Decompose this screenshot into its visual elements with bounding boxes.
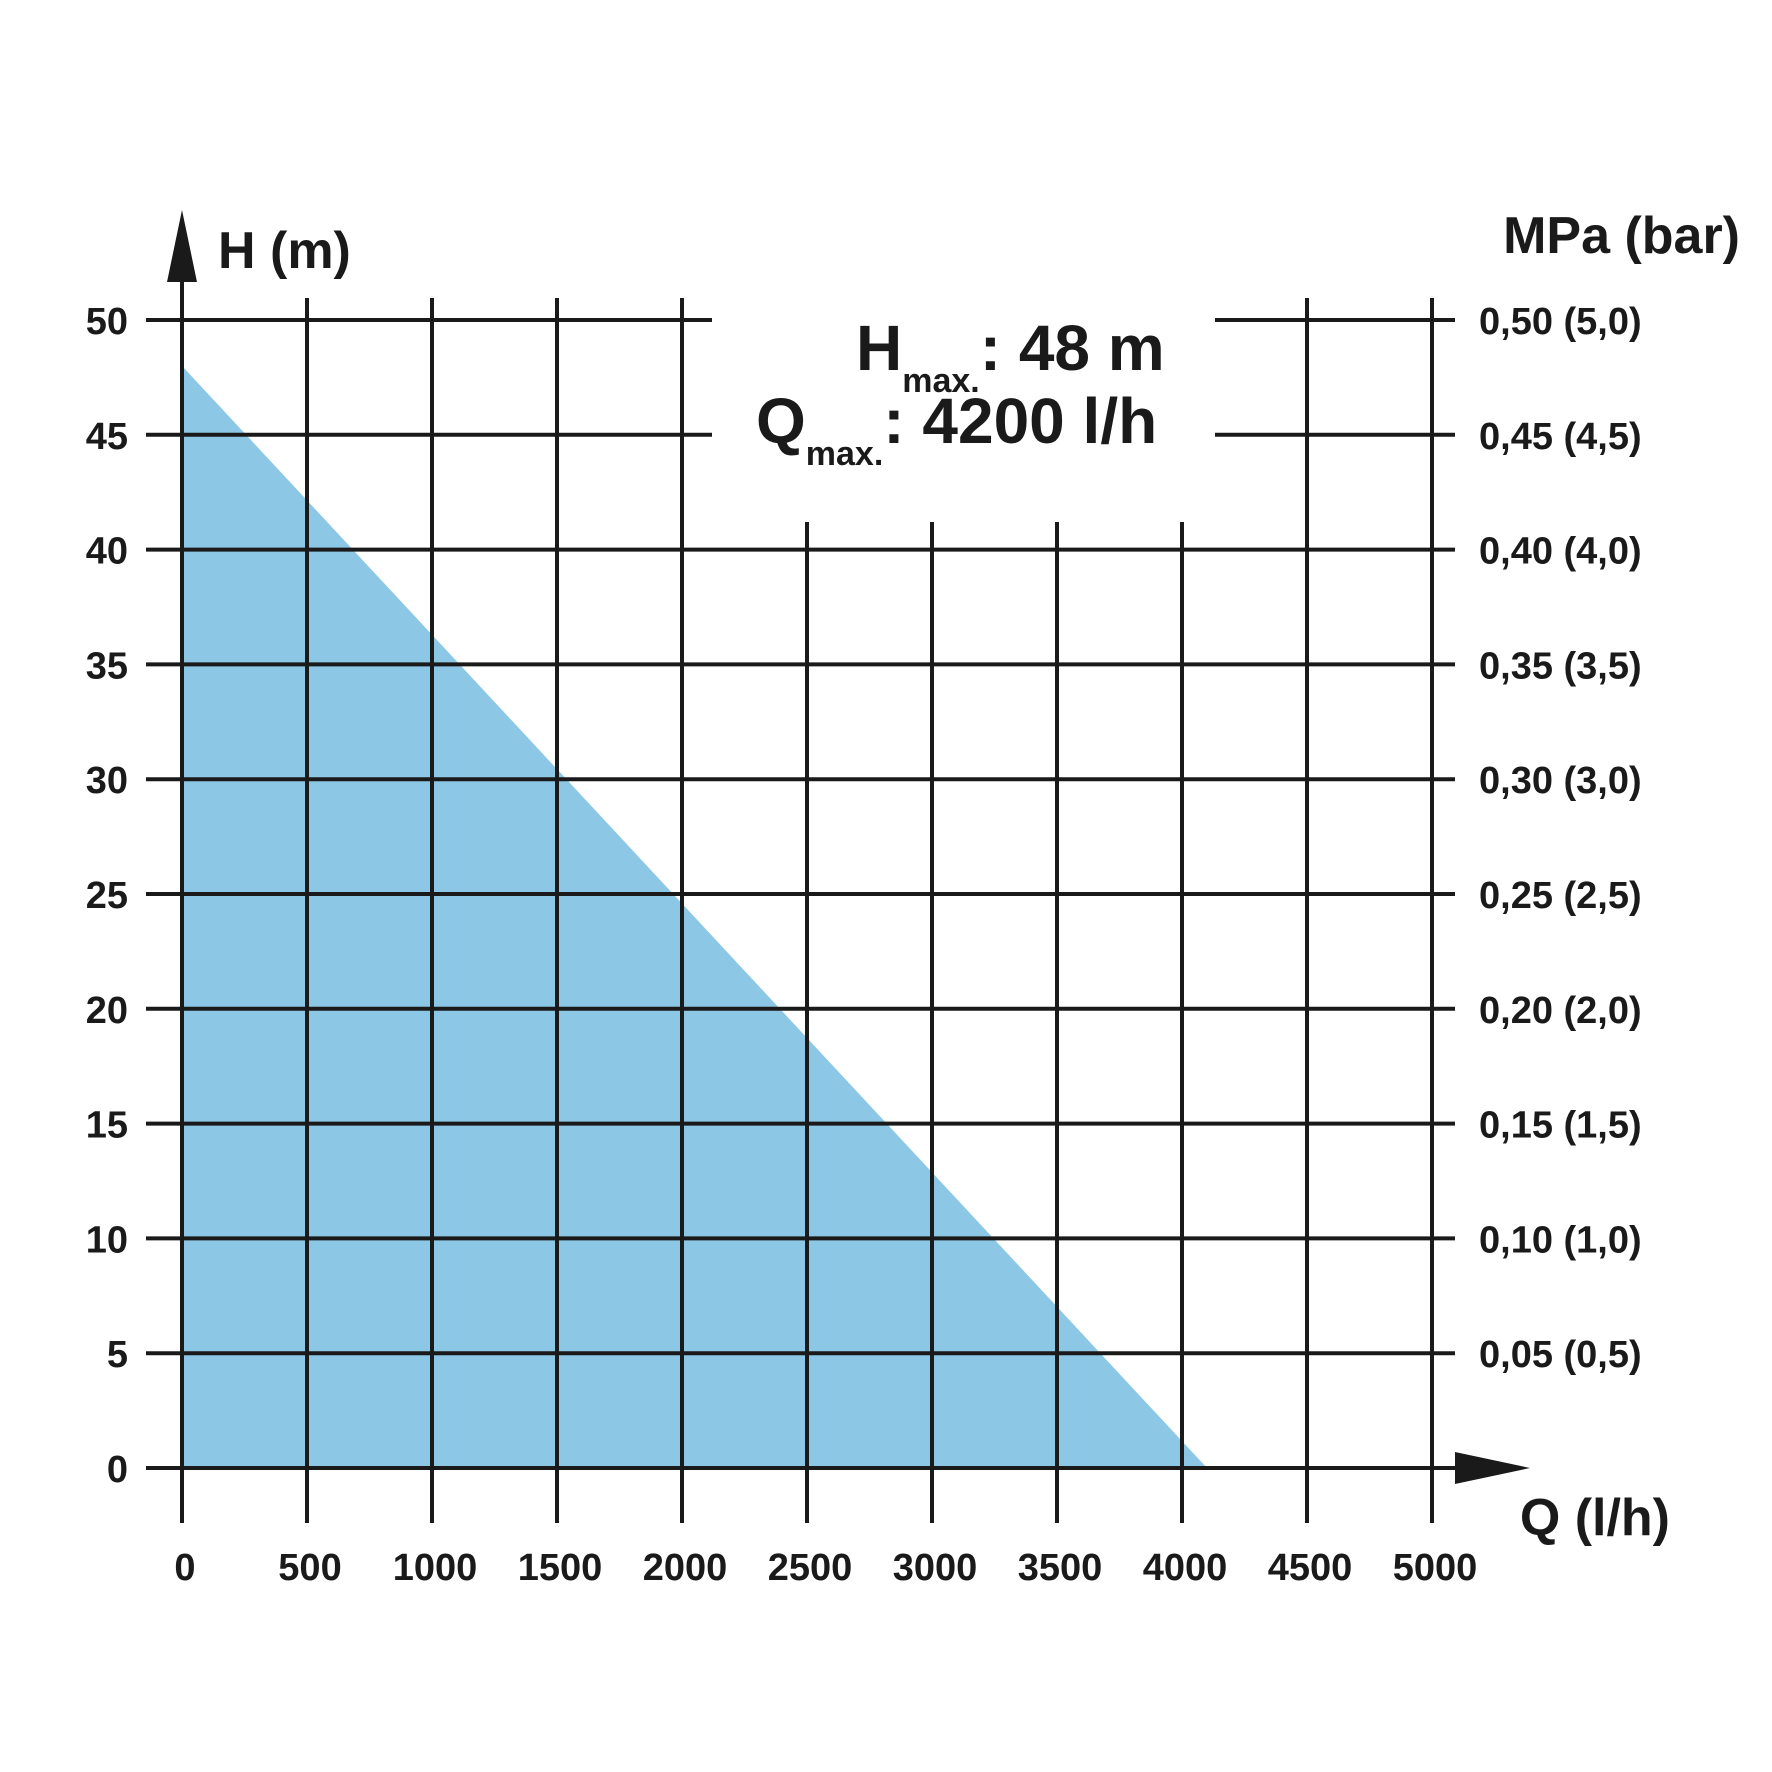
y-tick-label-right: 0,45 (4,5) xyxy=(1479,416,1642,458)
y-tick-label-right: 0,05 (0,5) xyxy=(1479,1334,1642,1376)
x-tick-label: 3500 xyxy=(1018,1547,1103,1589)
hmax-annotation: Hmax.: 48 m xyxy=(856,312,1165,400)
x-tick-label: 1500 xyxy=(518,1547,603,1589)
y-tick-label-right: 0,25 (2,5) xyxy=(1479,875,1642,917)
y-tick-label-right: 0,15 (1,5) xyxy=(1479,1105,1642,1147)
y-tick-label-left: 20 xyxy=(86,990,128,1032)
y-tick-label-right: 0,40 (4,0) xyxy=(1479,531,1642,573)
y-tick-label-left: 45 xyxy=(86,416,128,458)
x-axis-title: Q (l/h) xyxy=(1520,1489,1670,1547)
performance-area xyxy=(182,365,1207,1468)
x-tick-label: 2500 xyxy=(768,1547,853,1589)
x-tick-label: 4000 xyxy=(1143,1547,1228,1589)
x-tick-label: 4500 xyxy=(1268,1547,1353,1589)
x-tick-label: 3000 xyxy=(893,1547,978,1589)
y-axis-title-left: H (m) xyxy=(218,222,351,280)
y-tick-label-left: 0 xyxy=(107,1449,128,1491)
y-tick-label-left: 50 xyxy=(86,301,128,343)
x-axis-arrow-icon xyxy=(1455,1452,1530,1484)
x-tick-label: 2000 xyxy=(643,1547,728,1589)
qmax-annotation: Qmax.: 4200 l/h xyxy=(756,385,1157,473)
y-tick-label-left: 5 xyxy=(107,1334,128,1376)
y-tick-label-right: 0,20 (2,0) xyxy=(1479,990,1642,1032)
y-tick-label-right: 0,35 (3,5) xyxy=(1479,645,1642,687)
y-tick-label-left: 30 xyxy=(86,760,128,802)
x-tick-label: 500 xyxy=(278,1547,341,1589)
y-axis-title-right: MPa (bar) xyxy=(1503,207,1740,265)
y-tick-label-left: 15 xyxy=(86,1105,128,1147)
x-tick-label: 1000 xyxy=(393,1547,478,1589)
x-tick-label: 0 xyxy=(174,1547,195,1589)
y-tick-label-right: 0,10 (1,0) xyxy=(1479,1219,1642,1261)
y-axis-arrow-icon xyxy=(167,210,197,282)
y-tick-label-right: 0,30 (3,0) xyxy=(1479,760,1642,802)
x-tick-label: 5000 xyxy=(1393,1547,1478,1589)
y-tick-label-left: 40 xyxy=(86,531,128,573)
y-tick-label-left: 35 xyxy=(86,645,128,687)
y-tick-label-left: 10 xyxy=(86,1219,128,1261)
y-tick-label-right: 0,50 (5,0) xyxy=(1479,301,1642,343)
y-tick-label-left: 25 xyxy=(86,875,128,917)
